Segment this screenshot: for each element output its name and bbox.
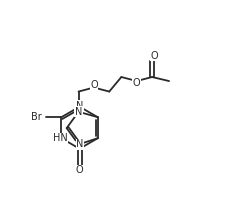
Text: O: O — [151, 51, 158, 61]
Text: N: N — [75, 107, 82, 117]
Text: N: N — [76, 101, 83, 111]
Text: O: O — [76, 165, 83, 175]
Text: O: O — [133, 78, 141, 89]
Text: O: O — [90, 80, 98, 90]
Text: N: N — [76, 140, 83, 149]
Text: HN: HN — [53, 133, 68, 143]
Text: Br: Br — [31, 112, 42, 122]
